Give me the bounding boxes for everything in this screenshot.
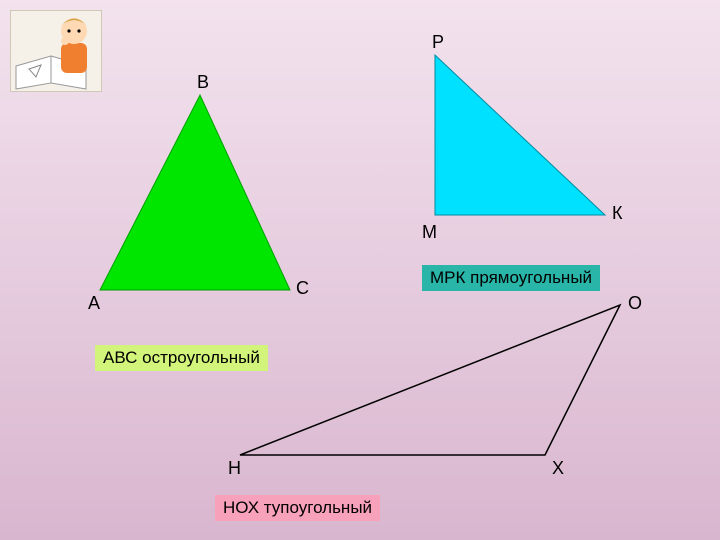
vertex-label-n: Н bbox=[228, 458, 241, 479]
vertex-label-x: Х bbox=[552, 458, 564, 479]
caption-nox: НОХ тупоугольный bbox=[215, 495, 380, 521]
vertex-label-o: О bbox=[628, 293, 642, 314]
slide-canvas: А В С АВС остроугольный М Р К МРК прямоу… bbox=[0, 0, 720, 540]
triangle-nox bbox=[0, 0, 720, 540]
